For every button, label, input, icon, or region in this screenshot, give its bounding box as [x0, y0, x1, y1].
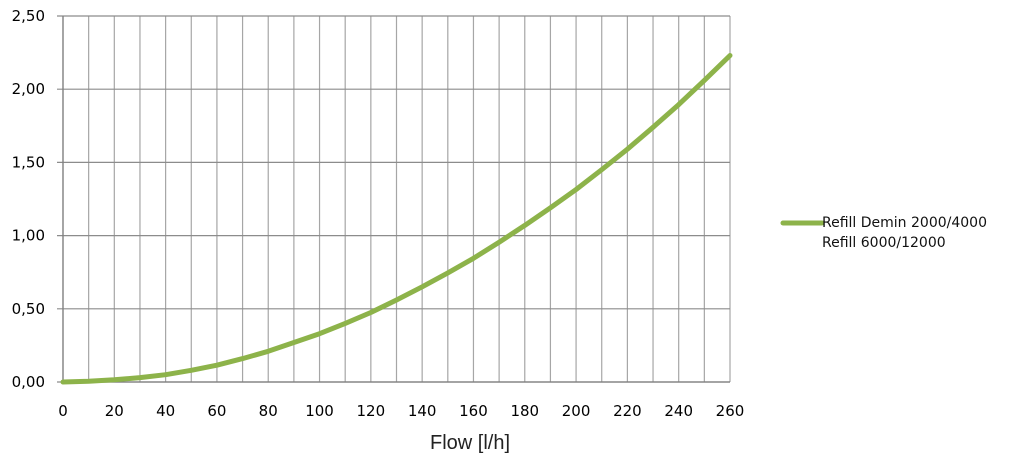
- legend-entry-label: Refill 6000/12000: [822, 235, 946, 251]
- x-tick-label: 20: [105, 402, 124, 420]
- series-layer: [60, 53, 733, 385]
- x-tick-label: 260: [716, 402, 745, 420]
- x-tick-label: 0: [58, 402, 68, 420]
- x-tick-label: 160: [459, 402, 488, 420]
- x-tick-label: 140: [408, 402, 437, 420]
- y-tick-label: 1,50: [12, 153, 45, 171]
- x-tick-label: 60: [207, 402, 226, 420]
- y-tick-label: 0,50: [12, 300, 45, 318]
- legend: Refill Demin 2000/4000 Refill 6000/12000: [780, 215, 987, 251]
- y-tick-label: 1,00: [12, 227, 45, 245]
- x-tick-label: 180: [510, 402, 539, 420]
- x-tick-label: 100: [305, 402, 334, 420]
- x-axis-ticks: 0 20 40 60 80 100 120 140 160 180 200 220 240 260: [58, 402, 744, 420]
- y-tick-label: 0,00: [12, 373, 45, 391]
- x-tick-label: 220: [613, 402, 642, 420]
- x-tick-label: 200: [562, 402, 591, 420]
- series-line: [60, 53, 733, 385]
- x-tick-label: 120: [357, 402, 386, 420]
- grid: [57, 15, 731, 383]
- y-tick-label: 2,00: [12, 80, 45, 98]
- y-axis-ticks: 0,00 0,50 1,00 1,50 2,00 2,50: [12, 7, 45, 391]
- legend-entry-label: Refill Demin 2000/4000: [822, 215, 987, 231]
- x-tick-label: 240: [664, 402, 693, 420]
- x-axis-label: Flow [l/h]: [430, 432, 510, 454]
- x-tick-label: 40: [156, 402, 175, 420]
- y-tick-label: 2,50: [12, 7, 45, 25]
- x-tick-label: 80: [259, 402, 278, 420]
